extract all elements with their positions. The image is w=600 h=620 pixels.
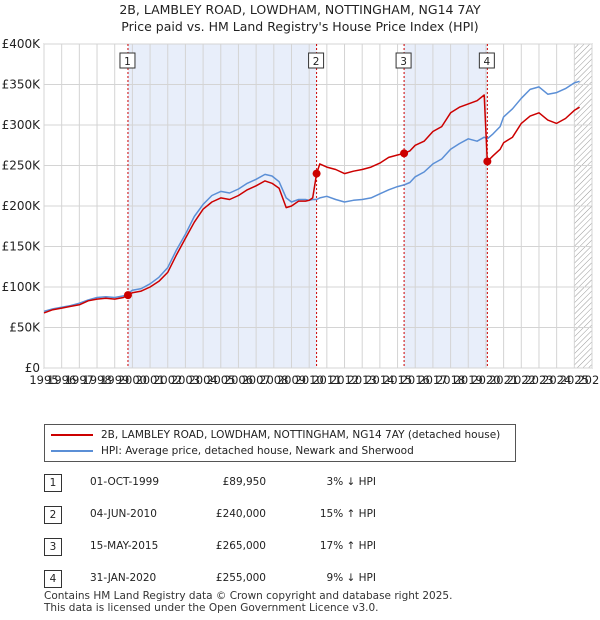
sale-hpi-diff: 15% ↑ HPI <box>319 508 376 520</box>
y-tick-label: £300K <box>2 118 42 132</box>
sale-label-number: 4 <box>484 56 491 68</box>
x-tick-label: 2019 <box>454 373 483 387</box>
x-tick-label: 2007 <box>241 373 270 387</box>
sale-date: 15-MAY-2015 <box>90 540 159 552</box>
sale-label-box <box>478 52 495 69</box>
y-tick-label: £50K <box>9 321 41 335</box>
sale-label-number: 2 <box>313 56 320 68</box>
x-tick-label: 1999 <box>100 373 129 387</box>
x-tick-label: 2010 <box>295 373 324 387</box>
x-tick-label: 2018 <box>436 373 465 387</box>
x-tick-label: 2025 <box>560 373 589 387</box>
x-tick-label: 2001 <box>135 373 164 387</box>
sale-price: £255,000 <box>215 572 266 584</box>
sale-price: £240,000 <box>215 508 266 520</box>
x-tick-label: 2026 <box>577 373 600 387</box>
sale-date: 01-OCT-1999 <box>90 476 159 488</box>
chart-title: 2B, LAMBLEY ROAD, LOWDHAM, NOTTINGHAM, N… <box>119 2 481 17</box>
sale-hpi-diff: 3% ↓ HPI <box>326 476 376 488</box>
sale-point <box>483 157 492 166</box>
sale-date: 31-JAN-2020 <box>90 572 157 584</box>
y-tick-label: £200K <box>2 199 42 213</box>
x-tick-label: 1996 <box>47 373 76 387</box>
table-row: 1 01-OCT-1999 £89,950 3% ↓ HPI <box>44 474 544 492</box>
x-tick-label: 2015 <box>383 373 412 387</box>
sale-number-badge: 4 <box>44 570 62 588</box>
legend-swatch-hpi <box>51 450 93 452</box>
y-tick-label: £150K <box>2 240 42 254</box>
y-tick-label: £400K <box>2 37 42 51</box>
x-tick-label: 2020 <box>471 373 500 387</box>
legend-swatch-property <box>51 434 93 436</box>
x-tick-label: 2017 <box>418 373 447 387</box>
x-tick-label: 2023 <box>524 373 553 387</box>
footer: Contains HM Land Registry data © Crown c… <box>44 590 452 614</box>
x-tick-label: 2004 <box>188 373 217 387</box>
x-tick-label: 2003 <box>171 373 200 387</box>
sale-label-number: 3 <box>400 56 407 68</box>
legend-item-property: 2B, LAMBLEY ROAD, LOWDHAM, NOTTINGHAM, N… <box>51 427 500 443</box>
sale-price: £265,000 <box>215 540 266 552</box>
sale-number-badge: 2 <box>44 506 62 524</box>
x-tick-label: 2011 <box>312 373 341 387</box>
sale-label-box <box>119 52 136 69</box>
y-tick-label: £0 <box>25 361 40 375</box>
sale-point <box>312 169 321 178</box>
x-tick-label: 2009 <box>277 373 306 387</box>
legend: 2B, LAMBLEY ROAD, LOWDHAM, NOTTINGHAM, N… <box>44 424 516 462</box>
sale-number-badge: 1 <box>44 474 62 492</box>
hpi-series-line <box>43 80 580 313</box>
sale-date: 04-JUN-2010 <box>90 508 157 520</box>
x-tick-label: 2012 <box>330 373 359 387</box>
sale-hpi-diff: 9% ↓ HPI <box>326 572 376 584</box>
sale-price: £89,950 <box>222 476 266 488</box>
legend-label-property: 2B, LAMBLEY ROAD, LOWDHAM, NOTTINGHAM, N… <box>101 429 501 441</box>
x-tick-label: 2024 <box>542 373 571 387</box>
price-chart: £0 £50K £100K £150K £200K £250K £300K £350K £400… <box>2 37 600 387</box>
sale-point <box>123 291 132 300</box>
legend-item-hpi: HPI: Average price, detached house, Newa… <box>51 443 414 459</box>
sale-label-number: 1 <box>124 56 131 68</box>
table-row: 3 15-MAY-2015 £265,000 17% ↑ HPI <box>44 538 544 556</box>
y-tick-label: £350K <box>2 78 42 92</box>
x-tick-label: 1997 <box>65 373 94 387</box>
footer-copyright: Contains HM Land Registry data © Crown c… <box>44 590 453 602</box>
x-tick-label: 2000 <box>118 373 147 387</box>
footer-licence: This data is licensed under the Open Gov… <box>44 602 379 614</box>
x-tick-label: 2006 <box>224 373 253 387</box>
x-tick-label: 2005 <box>206 373 235 387</box>
legend-label-hpi: HPI: Average price, detached house, Newa… <box>101 445 414 457</box>
table-row: 2 04-JUN-2010 £240,000 15% ↑ HPI <box>44 506 544 524</box>
x-tick-label: 2014 <box>365 373 394 387</box>
sale-label-box <box>308 52 325 69</box>
x-tick-label: 2002 <box>153 373 182 387</box>
x-tick-label: 2008 <box>259 373 288 387</box>
sale-point <box>400 149 409 158</box>
x-tick-label: 1998 <box>82 373 111 387</box>
x-tick-label: 1995 <box>29 373 58 387</box>
chart-subtitle: Price paid vs. HM Land Registry's House … <box>121 19 479 34</box>
sale-label-box <box>395 52 412 69</box>
y-tick-label: £250K <box>2 159 42 173</box>
table-row: 4 31-JAN-2020 £255,000 9% ↓ HPI <box>44 570 544 588</box>
x-tick-label: 2016 <box>401 373 430 387</box>
sale-number-badge: 3 <box>44 538 62 556</box>
x-tick-label: 2022 <box>507 373 536 387</box>
y-tick-label: £100K <box>2 280 42 294</box>
x-tick-label: 2021 <box>489 373 518 387</box>
x-tick-label: 2013 <box>348 373 377 387</box>
sale-hpi-diff: 17% ↑ HPI <box>319 540 376 552</box>
